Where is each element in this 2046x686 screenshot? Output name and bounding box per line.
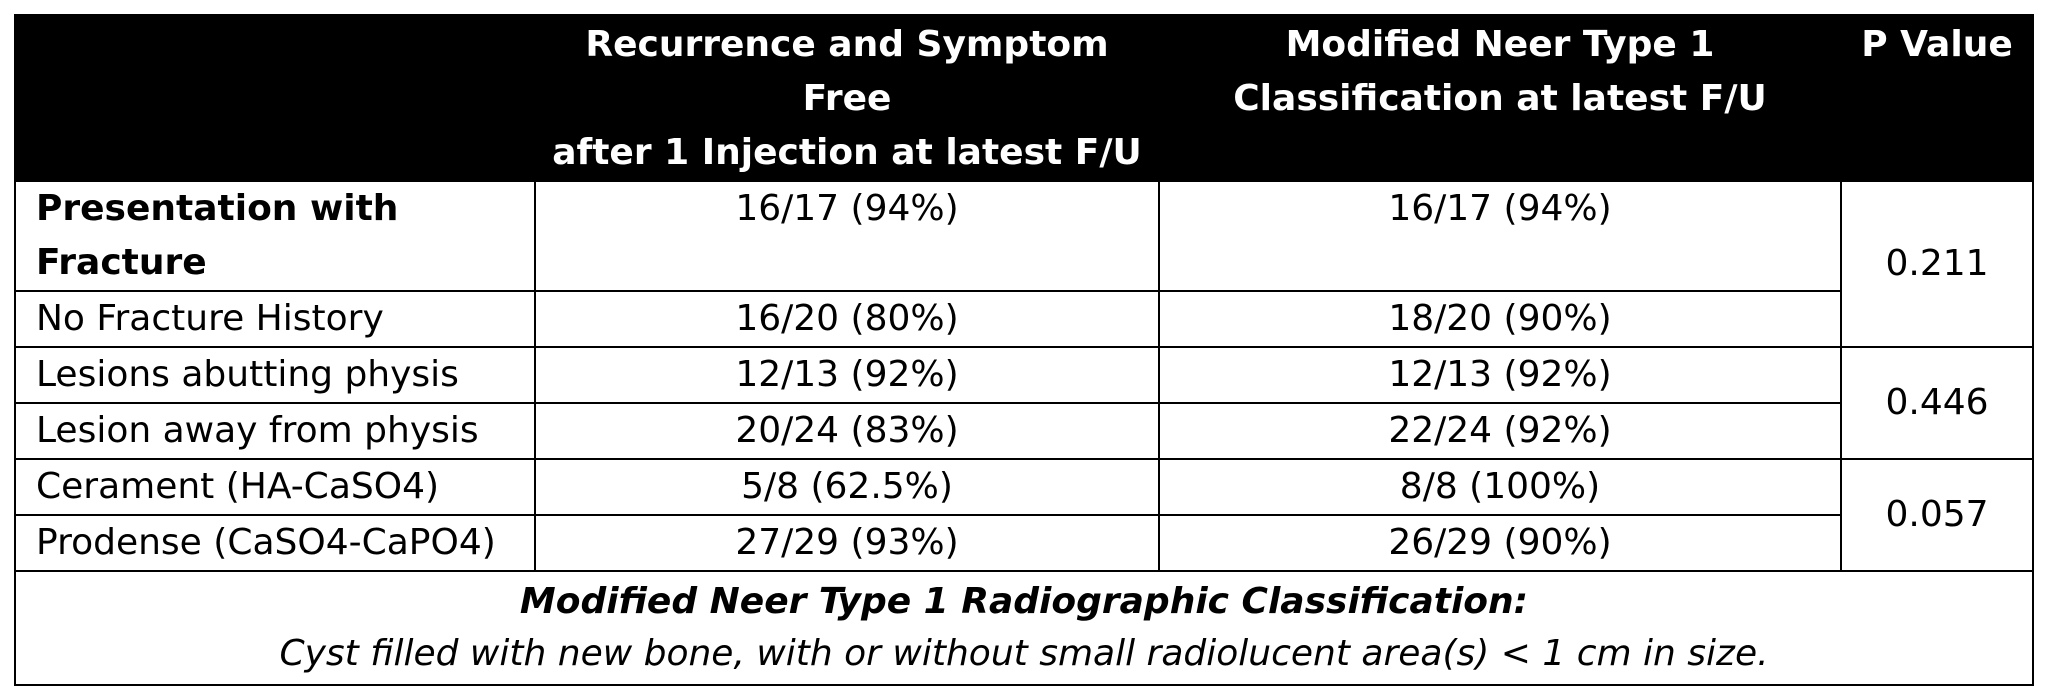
p-value-cell: 0.211 — [1840, 180, 2034, 348]
recurrence-cell: 12/13 (92%) — [534, 346, 1160, 404]
row-label: Prodense (CaSO4-CaPO4) — [14, 514, 536, 572]
recurrence-cell: 5/8 (62.5%) — [534, 458, 1160, 516]
row-label: No Fracture History — [14, 290, 536, 348]
recurrence-cell: 16/20 (80%) — [534, 290, 1160, 348]
footnote-text: Cyst filled with new bone, with or witho… — [279, 633, 1769, 674]
neer-cell: 18/20 (90%) — [1158, 290, 1842, 348]
footnote-row: Modified Neer Type 1 Radiographic Classi… — [14, 570, 2034, 686]
footnote-title: Modified Neer Type 1 Radiographic Classi… — [519, 581, 1529, 622]
table-row: Prodense (CaSO4-CaPO4) 27/29 (93%) 26/29… — [14, 514, 2033, 572]
table-row: Lesion away from physis 20/24 (83%) 22/2… — [14, 402, 2033, 460]
row-label: Cerament (HA-CaSO4) — [14, 458, 536, 516]
table-row: Cerament (HA-CaSO4) 5/8 (62.5%) 8/8 (100… — [14, 458, 2034, 572]
header-recurrence-line-2: after 1 Injection at latest F/U — [552, 132, 1142, 173]
table-row: No Fracture History 16/20 (80%) 18/20 (9… — [14, 290, 2033, 348]
neer-cell: 8/8 (100%) — [1158, 458, 1842, 516]
table-row: Presentation with Fracture 16/17 (94%) 1… — [14, 180, 2034, 348]
neer-cell: 26/29 (90%) — [1158, 514, 1842, 572]
header-p-value: P Value — [1840, 14, 2034, 182]
results-table-container: Recurrence and Symptom Free after 1 Inje… — [14, 14, 2034, 686]
header-row: Recurrence and Symptom Free after 1 Inje… — [14, 14, 2034, 182]
p-value-cell: 0.446 — [1840, 346, 2034, 460]
neer-cell: 16/17 (94%) — [1158, 180, 1842, 292]
recurrence-cell: 27/29 (93%) — [534, 514, 1160, 572]
header-recurrence-line-1: Recurrence and Symptom Free — [585, 24, 1109, 119]
p-value-cell: 0.057 — [1840, 458, 2034, 572]
row-label: Lesions abutting physis — [14, 346, 536, 404]
neer-cell: 12/13 (92%) — [1158, 346, 1842, 404]
header-blank-cell — [14, 14, 536, 182]
neer-cell: 22/24 (92%) — [1158, 402, 1842, 460]
results-table: Recurrence and Symptom Free after 1 Inje… — [14, 14, 2034, 686]
header-p-value-label: P Value — [1861, 24, 2013, 65]
recurrence-cell: 20/24 (83%) — [534, 402, 1160, 460]
table-row: Lesions abutting physis 12/13 (92%) 12/1… — [14, 346, 2034, 460]
row-label: Presentation with Fracture — [14, 180, 536, 292]
header-neer-line-2: Classification at latest F/U — [1233, 78, 1767, 119]
header-recurrence: Recurrence and Symptom Free after 1 Inje… — [534, 14, 1160, 182]
recurrence-cell: 16/17 (94%) — [534, 180, 1160, 292]
row-label: Lesion away from physis — [14, 402, 536, 460]
header-neer: Modified Neer Type 1 Classification at l… — [1158, 14, 1842, 182]
footnote-cell: Modified Neer Type 1 Radiographic Classi… — [14, 570, 2034, 686]
header-neer-line-1: Modified Neer Type 1 — [1285, 24, 1715, 65]
